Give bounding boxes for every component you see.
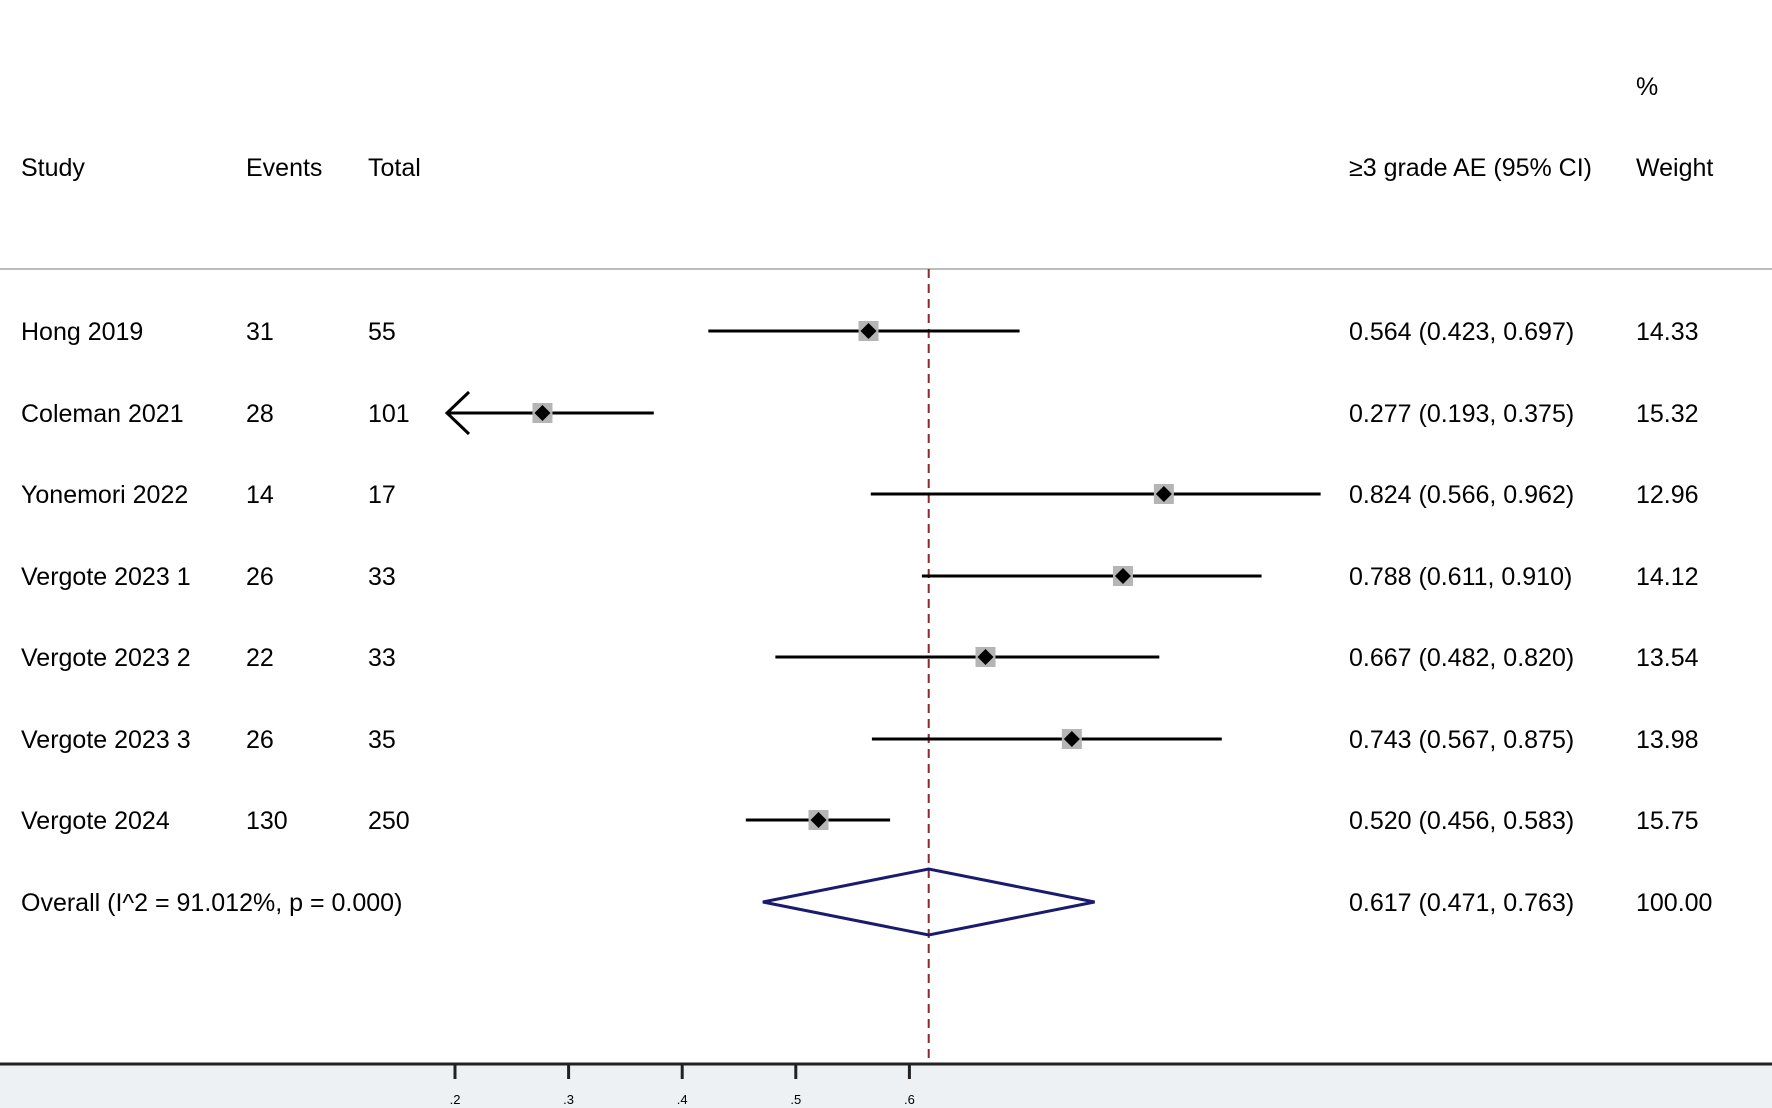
study-row: Yonemori 2022 14 17 0.824 (0.566, 0.962) 12.… xyxy=(21,481,1699,509)
header-weight: Weight xyxy=(1636,154,1713,182)
study-weight: 15.75 xyxy=(1636,807,1699,835)
study-events: 14 xyxy=(246,481,274,509)
column-headers: Study Events Total ≥3 grade AE (95% CI) … xyxy=(21,73,1713,182)
study-ci: 0.788 (0.611, 0.910) xyxy=(1349,563,1572,591)
axis-band xyxy=(0,1064,1772,1108)
study-events: 26 xyxy=(246,563,274,591)
study-total: 33 xyxy=(368,644,396,672)
study-name: Coleman 2021 xyxy=(21,400,184,428)
study-name: Vergote 2023 3 xyxy=(21,726,191,754)
study-weight: 14.33 xyxy=(1636,318,1699,346)
overall-weight: 100.00 xyxy=(1636,889,1712,917)
x-tick-label: .4 xyxy=(677,1092,688,1107)
study-row: Hong 2019 31 55 0.564 (0.423, 0.697) 14.33 xyxy=(21,318,1699,346)
study-weight: 14.12 xyxy=(1636,563,1699,591)
study-total: 33 xyxy=(368,563,396,591)
x-tick-label: .5 xyxy=(790,1092,801,1107)
x-tick-label: .2 xyxy=(450,1092,461,1107)
x-tick-label: .3 xyxy=(563,1092,574,1107)
study-row: Vergote 2024 130 250 0.520 (0.456, 0.583) 15… xyxy=(21,807,1699,835)
point-estimate xyxy=(1063,731,1080,747)
study-weight: 13.98 xyxy=(1636,726,1699,754)
study-events: 31 xyxy=(246,318,274,346)
study-row: Coleman 2021 28 101 0.277 (0.193, 0.375) 15.… xyxy=(21,390,1699,436)
study-ci: 0.743 (0.567, 0.875) xyxy=(1349,726,1574,754)
study-events: 28 xyxy=(246,400,274,428)
study-total: 17 xyxy=(368,481,396,509)
overall-row: Overall (I^2 = 91.012%, p = 0.000) 0.617 … xyxy=(21,867,1712,937)
study-weight: 13.54 xyxy=(1636,644,1699,672)
point-estimate xyxy=(1114,568,1131,584)
study-name: Vergote 2024 xyxy=(21,807,170,835)
study-row: Vergote 2023 1 26 33 0.788 (0.611, 0.910) 14… xyxy=(21,563,1699,591)
study-row: Vergote 2023 2 22 33 0.667 (0.482, 0.820) 13… xyxy=(21,644,1699,672)
study-total: 35 xyxy=(368,726,396,754)
study-ci: 0.520 (0.456, 0.583) xyxy=(1349,807,1574,835)
study-rows: Hong 2019 31 55 0.564 (0.423, 0.697) 14.33 Co… xyxy=(21,318,1699,835)
point-estimate xyxy=(1155,486,1172,502)
study-ci: 0.824 (0.566, 0.962) xyxy=(1349,481,1574,509)
point-estimate xyxy=(860,323,877,339)
study-name: Hong 2019 xyxy=(21,318,143,346)
point-estimate xyxy=(810,812,827,828)
study-ci: 0.564 (0.423, 0.697) xyxy=(1349,318,1574,346)
study-row: Vergote 2023 3 26 35 0.743 (0.567, 0.875) 13… xyxy=(21,726,1699,754)
overall-label: Overall (I^2 = 91.012%, p = 0.000) xyxy=(21,889,402,917)
header-events: Events xyxy=(246,154,322,182)
study-events: 22 xyxy=(246,644,274,672)
study-name: Vergote 2023 2 xyxy=(21,644,191,672)
study-events: 130 xyxy=(246,807,288,835)
header-effect: ≥3 grade AE (95% CI) xyxy=(1349,154,1592,182)
study-name: Vergote 2023 1 xyxy=(21,563,191,591)
header-total: Total xyxy=(368,154,421,182)
study-events: 26 xyxy=(246,726,274,754)
point-estimate xyxy=(977,649,994,665)
study-ci: 0.667 (0.482, 0.820) xyxy=(1349,644,1574,672)
study-total: 101 xyxy=(368,400,410,428)
x-axis: .2 .3 .4 .5 .6 xyxy=(0,1062,1772,1107)
study-weight: 15.32 xyxy=(1636,400,1699,428)
header-weight-percent: % xyxy=(1636,73,1658,101)
overall-diamond xyxy=(762,867,1095,937)
study-name: Yonemori 2022 xyxy=(21,481,188,509)
overall-ci: 0.617 (0.471, 0.763) xyxy=(1349,889,1574,917)
study-ci: 0.277 (0.193, 0.375) xyxy=(1349,400,1574,428)
point-estimate xyxy=(534,405,551,421)
header-study: Study xyxy=(21,154,85,182)
ci-truncation-arrow xyxy=(444,390,471,436)
study-total: 55 xyxy=(368,318,396,346)
study-weight: 12.96 xyxy=(1636,481,1699,509)
study-total: 250 xyxy=(368,807,410,835)
x-tick-label: .6 xyxy=(904,1092,915,1107)
